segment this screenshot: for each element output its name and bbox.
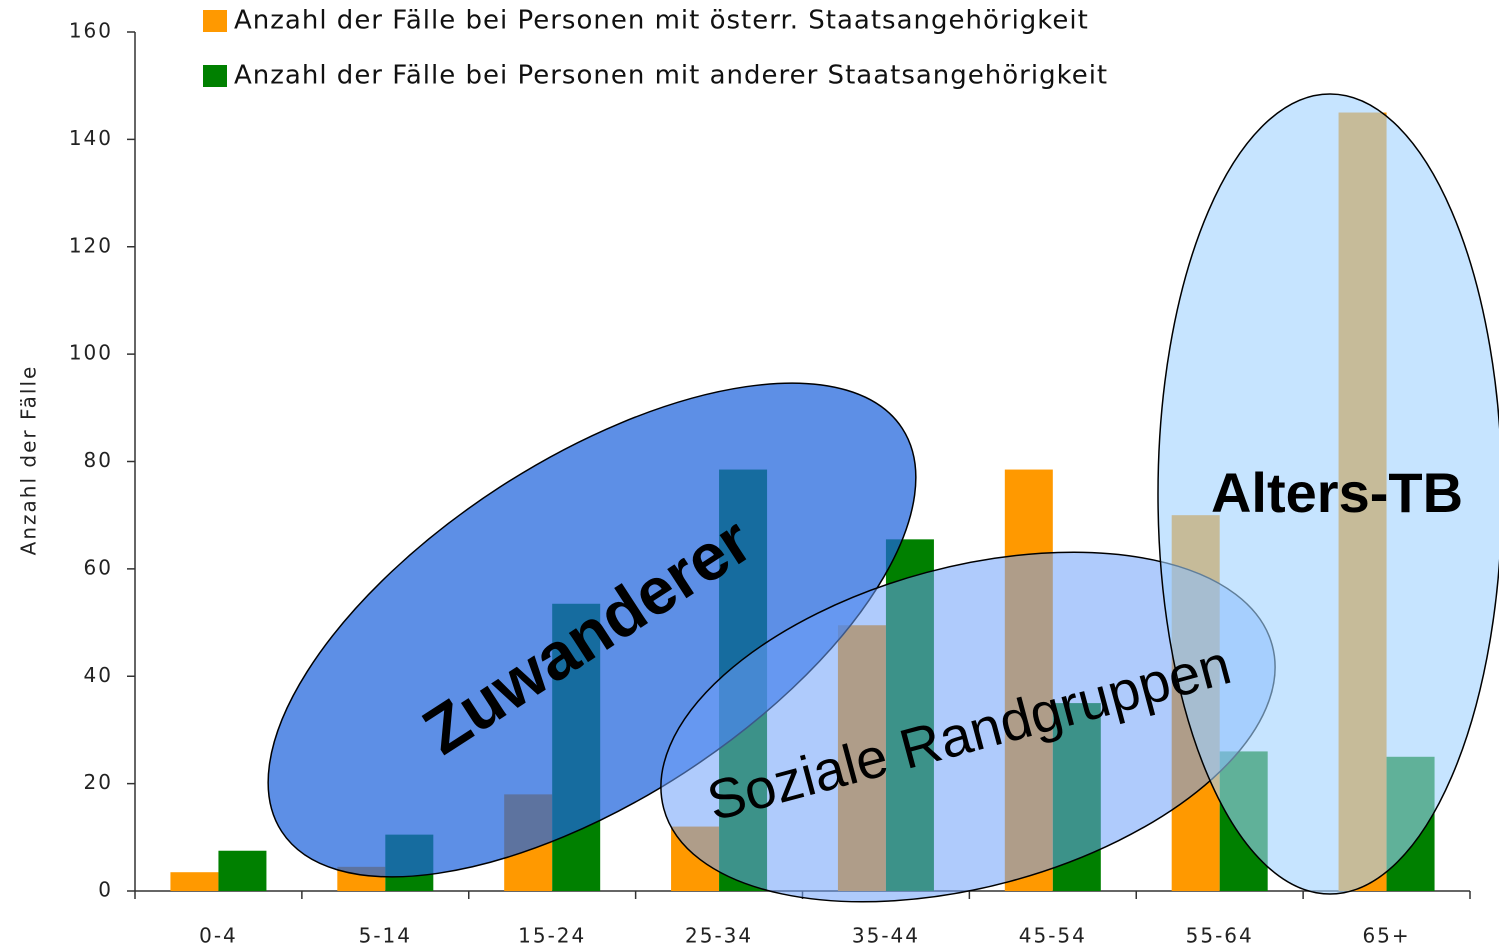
y-tick-label: 100 [69,341,113,365]
y-tick-label: 0 [98,878,113,902]
annotation: Alters-TB [1211,461,1463,524]
bar [170,872,219,891]
x-tick-label: 65+ [1362,924,1410,946]
legend-label: Anzahl der Fälle bei Personen mit andere… [234,61,1108,91]
highlight-ellipse [1157,93,1499,895]
x-tick-label: 0-4 [199,924,238,946]
legend-label: Anzahl der Fälle bei Personen mit österr… [234,6,1089,36]
y-tick-label: 20 [84,770,113,794]
y-axis-label: Anzahl der Fälle [17,365,41,556]
y-tick-label: 60 [84,555,113,579]
y-tick-label: 140 [69,126,113,150]
y-tick-label: 120 [69,233,113,257]
x-tick-label: 5-14 [359,924,412,946]
x-tick-label: 35-44 [852,924,920,946]
x-tick-label: 25-34 [685,924,753,946]
legend-swatch [203,65,227,87]
x-tick-label: 45-54 [1019,924,1087,946]
y-tick-label: 40 [84,663,113,687]
bar [218,850,267,891]
legend-swatch [203,10,227,32]
x-tick-label: 15-24 [518,924,586,946]
x-tick-label: 55-64 [1186,924,1254,946]
y-tick-label: 80 [84,448,113,472]
y-tick-label: 160 [69,19,113,43]
